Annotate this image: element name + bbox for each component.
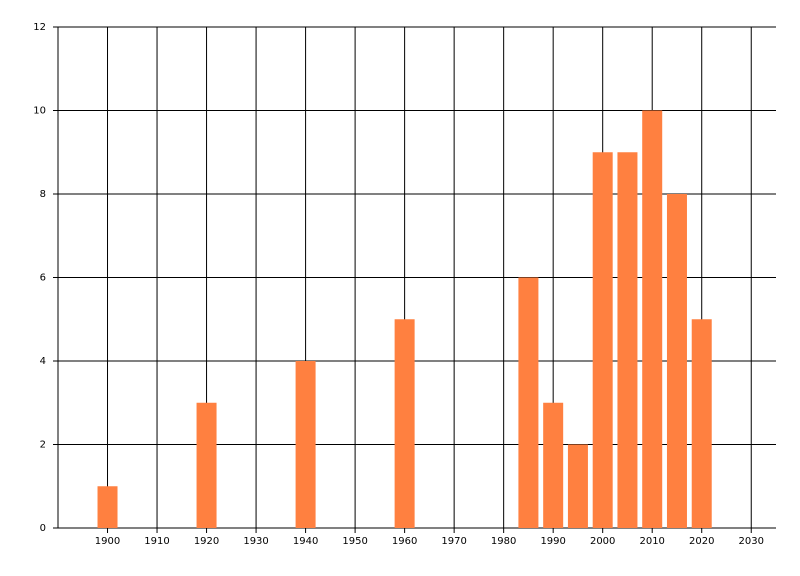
- x-tick-label: 1910: [144, 536, 169, 547]
- x-tick-label: 1980: [491, 536, 516, 547]
- bar: [592, 152, 613, 528]
- bar: [691, 319, 712, 528]
- x-tick-label: 1900: [95, 536, 120, 547]
- bar: [97, 486, 118, 528]
- x-tick-label: 1920: [194, 536, 219, 547]
- y-tick-label: 4: [40, 356, 46, 367]
- bar: [394, 319, 415, 528]
- bar: [196, 402, 217, 528]
- bar: [295, 361, 316, 528]
- bar: [666, 194, 687, 528]
- y-tick-label: 8: [40, 189, 46, 200]
- y-tick-label: 6: [40, 273, 46, 284]
- x-tick-label: 1960: [392, 536, 417, 547]
- x-tick-label: 1940: [293, 536, 318, 547]
- y-tick-label: 10: [33, 106, 46, 117]
- bar: [642, 110, 663, 528]
- bar: [617, 152, 638, 528]
- x-tick-label: 1950: [342, 536, 367, 547]
- bar: [518, 277, 539, 528]
- bar: [543, 402, 564, 528]
- x-tick-label: 1930: [243, 536, 268, 547]
- x-tick-label: 2020: [689, 536, 714, 547]
- x-tick-label: 2000: [590, 536, 615, 547]
- x-tick-label: 2010: [639, 536, 664, 547]
- y-tick-label: 12: [33, 22, 46, 33]
- x-tick-label: 1970: [441, 536, 466, 547]
- y-tick-label: 2: [40, 440, 46, 451]
- x-tick-label: 1990: [540, 536, 565, 547]
- x-tick-label: 2030: [739, 536, 764, 547]
- y-tick-label: 0: [40, 523, 46, 534]
- bar: [567, 444, 588, 528]
